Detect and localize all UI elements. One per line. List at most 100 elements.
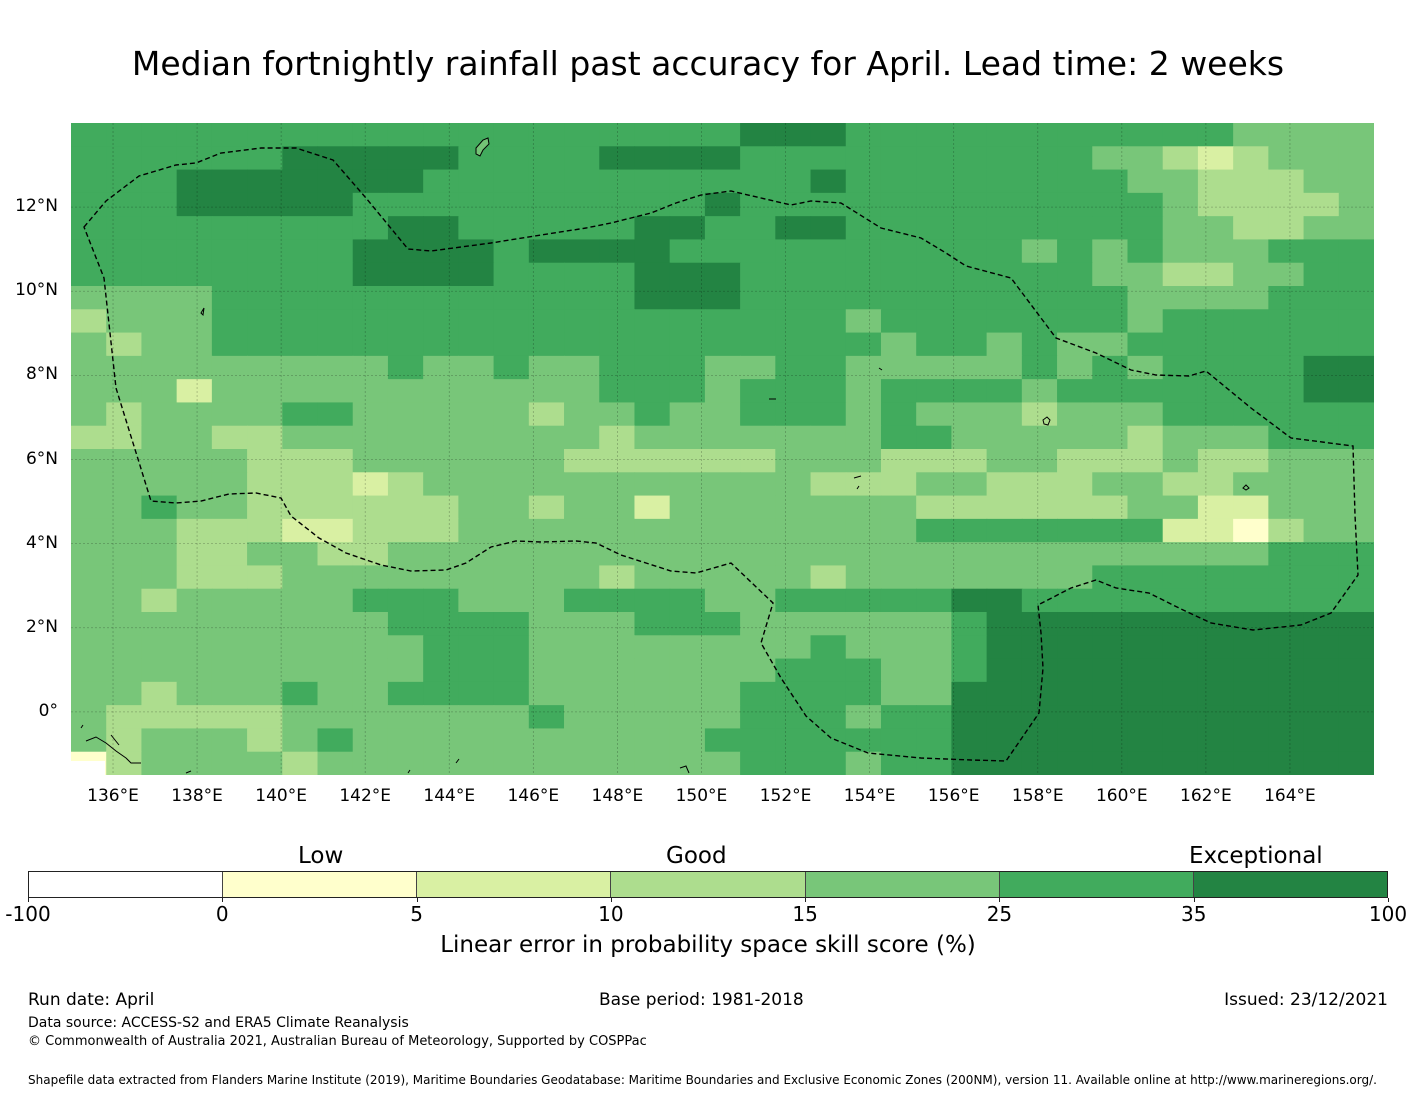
skill-cell xyxy=(1092,681,1129,706)
skill-cell xyxy=(387,216,424,241)
skill-cell xyxy=(740,402,776,427)
skill-cell xyxy=(528,728,565,753)
skill-cell xyxy=(1338,728,1374,753)
skill-cell xyxy=(916,123,953,147)
skill-cell xyxy=(317,332,354,357)
skill-cell xyxy=(845,309,882,334)
skill-cell xyxy=(1127,588,1164,613)
skill-cell xyxy=(352,309,389,334)
skill-cell xyxy=(775,146,812,171)
skill-cell xyxy=(1303,495,1340,520)
island-palau xyxy=(200,307,205,317)
skill-cell xyxy=(986,728,1023,753)
skill-cell xyxy=(211,658,248,683)
copyright: © Commonwealth of Australia 2021, Austra… xyxy=(28,1034,647,1049)
skill-cell xyxy=(810,192,847,217)
skill-cell xyxy=(352,355,389,380)
skill-cell xyxy=(1057,169,1093,194)
skill-cell xyxy=(106,518,143,543)
skill-cell xyxy=(1127,612,1164,636)
skill-cell xyxy=(528,192,565,217)
skill-cell xyxy=(458,332,495,357)
skill-cell xyxy=(599,635,636,660)
skill-cell xyxy=(880,495,917,520)
skill-cell xyxy=(916,286,953,310)
skill-cell xyxy=(282,262,319,287)
skill-cell xyxy=(176,332,213,357)
skill-cell xyxy=(1338,518,1374,543)
skill-cell xyxy=(317,518,354,543)
skill-cell xyxy=(282,449,319,473)
skill-cell xyxy=(564,449,600,473)
skill-cell xyxy=(740,309,776,334)
skill-cell xyxy=(282,379,319,404)
skill-cell xyxy=(951,355,988,380)
skill-cell xyxy=(986,449,1023,473)
skill-cell xyxy=(1197,192,1234,217)
skill-cell xyxy=(704,728,741,753)
skill-cell xyxy=(1057,658,1093,683)
skill-cell xyxy=(669,355,706,380)
skill-cell xyxy=(282,425,319,450)
skill-cell xyxy=(1338,309,1374,334)
skill-cell xyxy=(1197,472,1234,497)
skill-cell xyxy=(247,449,283,473)
colorbar-label: Linear error in probability space skill … xyxy=(440,932,976,958)
skill-cell xyxy=(352,542,389,567)
skill-cell xyxy=(599,262,636,287)
skill-cell xyxy=(211,751,248,775)
skill-cell xyxy=(1057,588,1093,613)
skill-cell xyxy=(880,449,917,473)
skill-cell xyxy=(528,146,565,171)
skill-cell xyxy=(986,355,1023,380)
skill-cell xyxy=(845,425,882,450)
skill-cell xyxy=(599,518,636,543)
skill-cell xyxy=(704,635,741,660)
skill-cell xyxy=(211,239,248,264)
skill-cell xyxy=(176,425,213,450)
skill-cell xyxy=(1233,681,1269,706)
skill-cell xyxy=(71,262,107,287)
skill-cell xyxy=(1162,518,1199,543)
skill-cell xyxy=(880,402,917,427)
skill-cell xyxy=(880,612,917,636)
skill-cell xyxy=(528,262,565,287)
skill-cell xyxy=(810,286,847,310)
skill-cell xyxy=(1092,751,1129,775)
skill-cell xyxy=(1127,635,1164,660)
skill-cell xyxy=(247,402,283,427)
skill-cell xyxy=(740,635,776,660)
skill-cell xyxy=(634,681,671,706)
skill-cell xyxy=(669,379,706,404)
skill-cell xyxy=(458,658,495,683)
skill-cell xyxy=(1057,542,1093,567)
skill-cell xyxy=(986,192,1023,217)
skill-cell xyxy=(669,681,706,706)
skill-cell xyxy=(564,402,600,427)
skill-cell xyxy=(845,658,882,683)
skill-cell xyxy=(1162,239,1199,264)
skill-cell xyxy=(1268,705,1305,730)
skill-cell xyxy=(1233,216,1269,241)
skill-cell xyxy=(1092,635,1129,660)
skill-cell xyxy=(810,425,847,450)
skill-cell xyxy=(986,472,1023,497)
skill-cell xyxy=(247,332,283,357)
skill-cell xyxy=(564,169,600,194)
skill-cell xyxy=(810,658,847,683)
skill-cell xyxy=(423,355,459,380)
skill-cell xyxy=(1021,728,1058,753)
skill-cell xyxy=(1338,658,1374,683)
skill-cell xyxy=(951,239,988,264)
skill-cell xyxy=(423,728,459,753)
skill-cell xyxy=(317,751,354,775)
colorbar-tick-label: 5 xyxy=(410,902,423,926)
skill-cell xyxy=(564,262,600,287)
skill-cell xyxy=(1057,635,1093,660)
skill-cell xyxy=(1303,635,1340,660)
skill-cell xyxy=(810,332,847,357)
longitude-tick-label: 150°E xyxy=(675,786,728,806)
skill-cell xyxy=(1197,286,1234,310)
skill-cell xyxy=(1021,262,1058,287)
skill-cell xyxy=(493,402,530,427)
